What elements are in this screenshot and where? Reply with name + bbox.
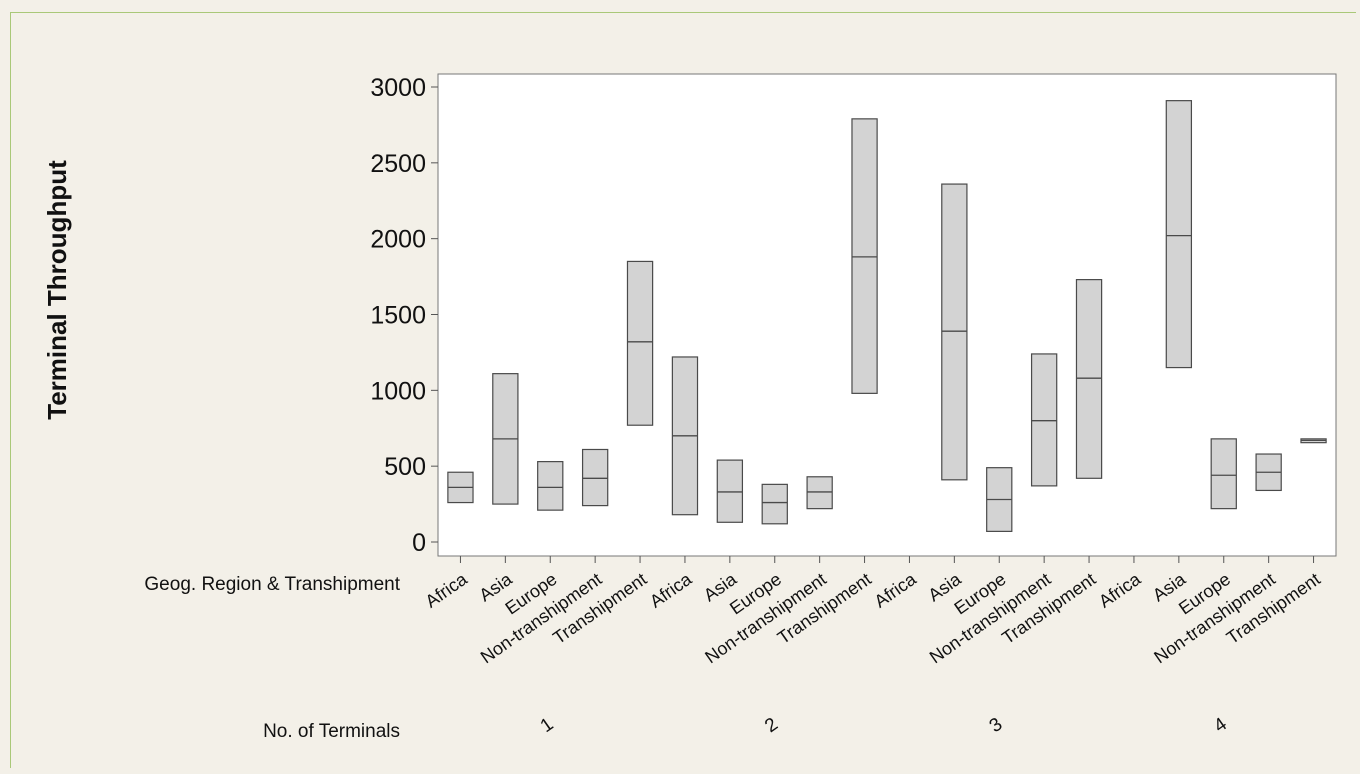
y-tick-label: 1500 <box>370 302 426 330</box>
row-label-region: Geog. Region & Transhipment <box>144 574 400 595</box>
y-axis: 0 500 1000 1500 2000 2500 3000 <box>370 74 438 557</box>
box <box>941 183 968 481</box>
x-group-label: 1 <box>537 714 558 737</box>
y-tick-label: 3000 <box>370 74 426 102</box>
box <box>626 260 654 426</box>
x-axis-group-labels: 1 2 3 4 <box>537 714 1232 738</box>
plot-area <box>437 73 1337 557</box>
y-tick-label: 500 <box>384 453 426 481</box>
box <box>581 448 609 507</box>
box <box>806 476 833 510</box>
x-category-label: Africa <box>871 568 921 611</box>
box <box>1210 438 1237 510</box>
x-category-label: Africa <box>1095 568 1145 611</box>
x-axis-category-labels: Africa AsiaEuropeNon-transhipmentTranship… <box>422 556 1324 667</box>
x-category-label: Africa <box>646 568 696 611</box>
box <box>716 459 744 523</box>
y-tick-label: 2000 <box>370 226 426 254</box>
box <box>1075 279 1103 479</box>
row-label-terminals: No. of Terminals <box>263 721 400 742</box>
y-tick-label: 2500 <box>370 150 426 178</box>
box <box>537 461 564 511</box>
chart-frame <box>10 12 1356 768</box>
box <box>1165 100 1193 369</box>
box <box>1030 353 1058 487</box>
y-tick-label: 1000 <box>370 377 426 405</box>
box <box>761 483 788 525</box>
x-group-label: 4 <box>1210 714 1231 738</box>
y-tick-label: 0 <box>412 529 426 557</box>
x-group-label: 3 <box>986 714 1007 737</box>
box <box>851 118 878 394</box>
x-group-label: 2 <box>761 714 782 737</box>
boxes <box>447 100 1327 532</box>
y-axis-title: Terminal Throughput <box>42 160 72 420</box>
x-category-label: Africa <box>422 568 472 611</box>
